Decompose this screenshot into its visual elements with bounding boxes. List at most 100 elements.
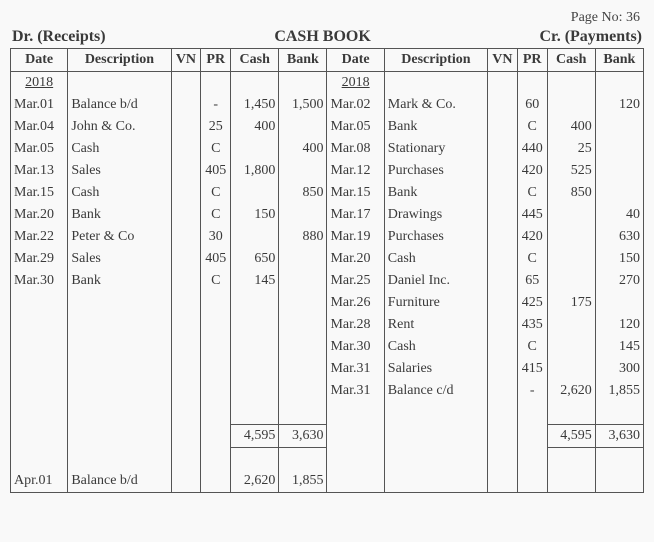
cr-bank: 150 [595,248,643,270]
cr-desc: Stationary [384,138,487,160]
entry-row: Mar.30BankC145Mar.25Daniel Inc.65270 [11,270,644,292]
col-desc-cr: Description [384,49,487,72]
dr-cash [231,336,279,358]
dr-vn [171,314,201,336]
dr-date [11,292,68,314]
dr-pr [201,336,231,358]
empty [547,402,595,425]
totals-row: 4,5953,6304,5953,630 [11,425,644,448]
dr-desc: Cash [68,182,171,204]
dr-cash [231,226,279,248]
dr-date: Mar.20 [11,204,68,226]
cr-date: Mar.20 [327,248,384,270]
cr-cash [547,358,595,380]
empty [517,470,547,493]
entry-row: Mar.30CashC145 [11,336,644,358]
dr-vn [171,292,201,314]
entry-row: Mar.26Furniture425175 [11,292,644,314]
dr-vn [171,94,201,116]
cr-pr: 440 [517,138,547,160]
empty [171,448,201,471]
cr-cash [547,226,595,248]
dr-desc [68,358,171,380]
dr-cash: 150 [231,204,279,226]
cr-date: Mar.30 [327,336,384,358]
dr-pr [201,314,231,336]
cr-pr: C [517,336,547,358]
empty [488,448,518,471]
header-title: CASH BOOK [106,28,540,46]
col-cash-cr: Cash [547,49,595,72]
dr-pr: C [201,182,231,204]
dr-desc [68,314,171,336]
cr-date: Mar.31 [327,380,384,402]
empty [517,402,547,425]
dr-desc [68,336,171,358]
carry-row: Apr.01Balance b/d2,6201,855 [11,470,644,493]
dr-vn [171,204,201,226]
cr-desc: Mark & Co. [384,94,487,116]
cashbook-table: Date Description VN PR Cash Bank Date De… [10,48,644,493]
dr-cash [231,358,279,380]
cr-pr: C [517,182,547,204]
dr-bank: 400 [279,138,327,160]
dr-date: Mar.30 [11,270,68,292]
dr-bank: 1,500 [279,94,327,116]
cr-date: Mar.28 [327,314,384,336]
dr-desc: Bank [68,204,171,226]
empty [327,470,384,493]
header-left: Dr. (Receipts) [12,28,106,46]
empty [201,402,231,425]
cr-desc: Daniel Inc. [384,270,487,292]
empty [68,72,171,95]
dr-cash [231,292,279,314]
cr-vn [488,94,518,116]
dr-total-bank: 3,630 [279,425,327,448]
cr-pr: C [517,248,547,270]
dr-pr [201,292,231,314]
col-date-dr: Date [11,49,68,72]
dr-bank [279,336,327,358]
empty [171,402,201,425]
dr-bank: 850 [279,182,327,204]
dr-cash [231,138,279,160]
cr-vn [488,138,518,160]
dr-vn [171,248,201,270]
cr-cash: 175 [547,292,595,314]
dr-cash [231,182,279,204]
cr-bank [595,292,643,314]
cr-cash: 525 [547,160,595,182]
cr-desc: Balance c/d [384,380,487,402]
dr-vn [171,226,201,248]
cr-vn [488,358,518,380]
spacer-row [11,402,644,425]
empty [517,425,547,448]
entry-row: Mar.20BankC150Mar.17Drawings44540 [11,204,644,226]
dr-pr [201,380,231,402]
cr-pr: 60 [517,94,547,116]
cr-cash: 25 [547,138,595,160]
empty [517,72,547,95]
dr-bank: 880 [279,226,327,248]
dr-vn [171,160,201,182]
dr-date [11,380,68,402]
cr-date: Mar.31 [327,358,384,380]
dr-date: Mar.05 [11,138,68,160]
dr-cash: 145 [231,270,279,292]
dr-date: Mar.04 [11,116,68,138]
cr-date: Mar.19 [327,226,384,248]
empty [201,448,231,471]
empty [68,402,171,425]
cr-bank: 120 [595,314,643,336]
dr-bank [279,314,327,336]
entry-row: Mar.29Sales405650Mar.20CashC150 [11,248,644,270]
spacer-row [11,448,644,471]
page-number: Page No: 36 [10,10,644,26]
empty [327,402,384,425]
cr-pr: 65 [517,270,547,292]
dr-date: Mar.29 [11,248,68,270]
cr-desc: Salaries [384,358,487,380]
cr-bank [595,182,643,204]
dr-desc: Bank [68,270,171,292]
empty [11,402,68,425]
